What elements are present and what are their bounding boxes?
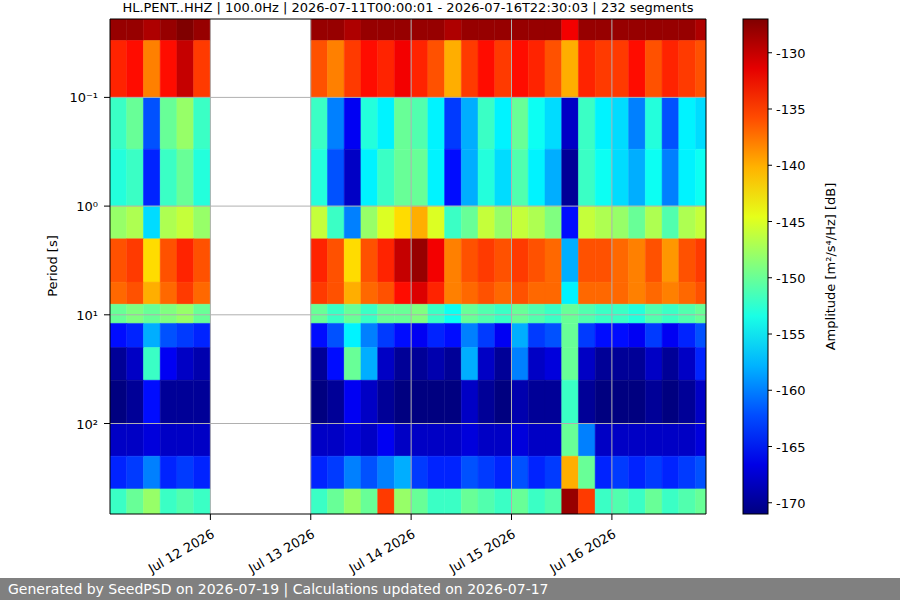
svg-text:HL.PENT..HHZ | 100.0Hz | 2026-: HL.PENT..HHZ | 100.0Hz | 2026-07-11T00:0…: [122, 0, 693, 15]
svg-text:Jul 13 2026: Jul 13 2026: [245, 526, 317, 576]
svg-text:Jul 12 2026: Jul 12 2026: [145, 526, 217, 576]
svg-text:10⁻¹: 10⁻¹: [69, 90, 98, 105]
svg-text:-150: -150: [776, 271, 806, 286]
svg-text:Period [s]: Period [s]: [45, 235, 60, 297]
svg-text:-140: -140: [776, 158, 806, 173]
svg-text:Jul 15 2026: Jul 15 2026: [446, 526, 518, 576]
svg-text:10⁰: 10⁰: [76, 199, 98, 214]
svg-text:-130: -130: [776, 46, 806, 61]
svg-text:-160: -160: [776, 383, 806, 398]
svg-text:10¹: 10¹: [76, 308, 98, 323]
svg-text:-170: -170: [776, 496, 806, 511]
svg-text:Amplitude [m²/s⁴/Hz] [dB]: Amplitude [m²/s⁴/Hz] [dB]: [823, 183, 838, 351]
svg-text:Jul 14 2026: Jul 14 2026: [346, 526, 418, 576]
svg-text:-165: -165: [776, 440, 806, 455]
svg-text:Jul 16 2026: Jul 16 2026: [546, 526, 618, 576]
svg-text:-155: -155: [776, 327, 806, 342]
svg-text:-145: -145: [776, 215, 806, 230]
svg-text:10²: 10²: [76, 417, 98, 432]
svg-text:-135: -135: [776, 102, 806, 117]
html-text:Generated by SeedPSD on 2026-0: Generated by SeedPSD on 2026-07-19 | Cal…: [8, 581, 549, 597]
